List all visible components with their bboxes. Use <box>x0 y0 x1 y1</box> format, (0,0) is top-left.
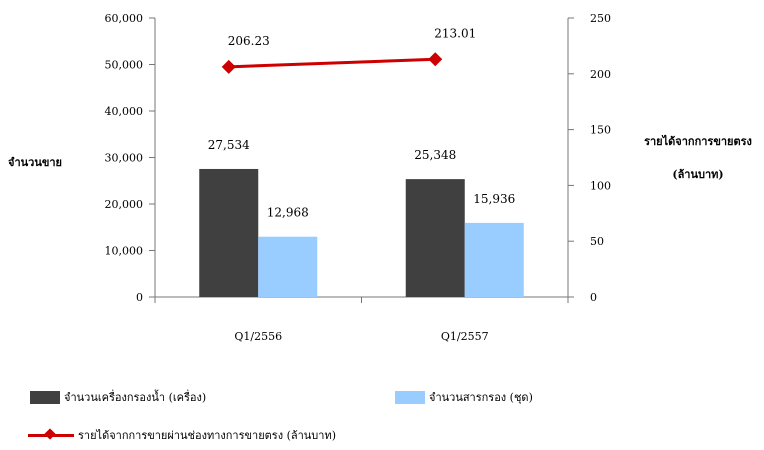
y-tick-label-left: 30,000 <box>105 152 144 165</box>
y-tick-label-left: 20,000 <box>105 198 144 211</box>
legend-swatch-revenue <box>28 428 74 441</box>
data-label-filters: 25,348 <box>414 148 456 162</box>
data-label-revenue: 206.23 <box>228 34 270 48</box>
y-tick-label-left: 10,000 <box>105 245 144 258</box>
x-tick-label: Q1/2557 <box>441 330 489 343</box>
y-axis-title-left: จำนวนขาย <box>8 156 62 169</box>
bar-cartridges <box>258 236 318 297</box>
y-axis-title-right-unit: (ล้านบาท) <box>672 168 723 181</box>
y-tick-label-right: 200 <box>590 68 611 81</box>
y-tick-label-left: 0 <box>136 291 143 304</box>
bar-filters <box>199 168 259 297</box>
legend-label-filters: จำนวนเครื่องกรองน้ำ (เครื่อง) <box>64 391 207 404</box>
marker-revenue <box>428 52 443 67</box>
y-tick-label-left: 50,000 <box>105 59 144 72</box>
data-label-filters: 27,534 <box>208 138 250 152</box>
y-tick-label-right: 250 <box>590 12 611 25</box>
bar-cartridges <box>464 222 524 297</box>
legend-swatch-filters <box>30 390 60 404</box>
bar-filters <box>405 179 465 297</box>
y-tick-label-left: 60,000 <box>105 12 144 25</box>
y-tick-label-right: 50 <box>590 235 604 248</box>
data-label-cartridges: 12,968 <box>267 206 309 220</box>
x-tick-label: Q1/2556 <box>234 330 282 343</box>
y-tick-label-left: 40,000 <box>105 105 144 118</box>
legend-label-cartridges: จำนวนสารกรอง (ชุด) <box>429 391 533 404</box>
legend-item-revenue: รายได้จากการขายผ่านช่องทางการขายตรง (ล้า… <box>28 426 336 444</box>
y-tick-label-right: 150 <box>590 124 611 137</box>
data-label-cartridges: 15,936 <box>473 192 515 206</box>
legend-label-revenue: รายได้จากการขายผ่านช่องทางการขายตรง (ล้า… <box>78 429 336 442</box>
legend-item-filters: จำนวนเครื่องกรองน้ำ (เครื่อง) <box>30 388 206 406</box>
marker-revenue <box>221 59 236 74</box>
y-axis-title-right: รายได้จากการขายตรง <box>644 134 752 148</box>
line-revenue <box>228 57 436 69</box>
legend-swatch-cartridges <box>395 390 425 404</box>
y-tick-label-right: 0 <box>590 291 597 304</box>
y-tick-label-right: 100 <box>590 179 611 192</box>
legend-item-cartridges: จำนวนสารกรอง (ชุด) <box>395 388 533 406</box>
data-label-revenue: 213.01 <box>434 26 476 40</box>
